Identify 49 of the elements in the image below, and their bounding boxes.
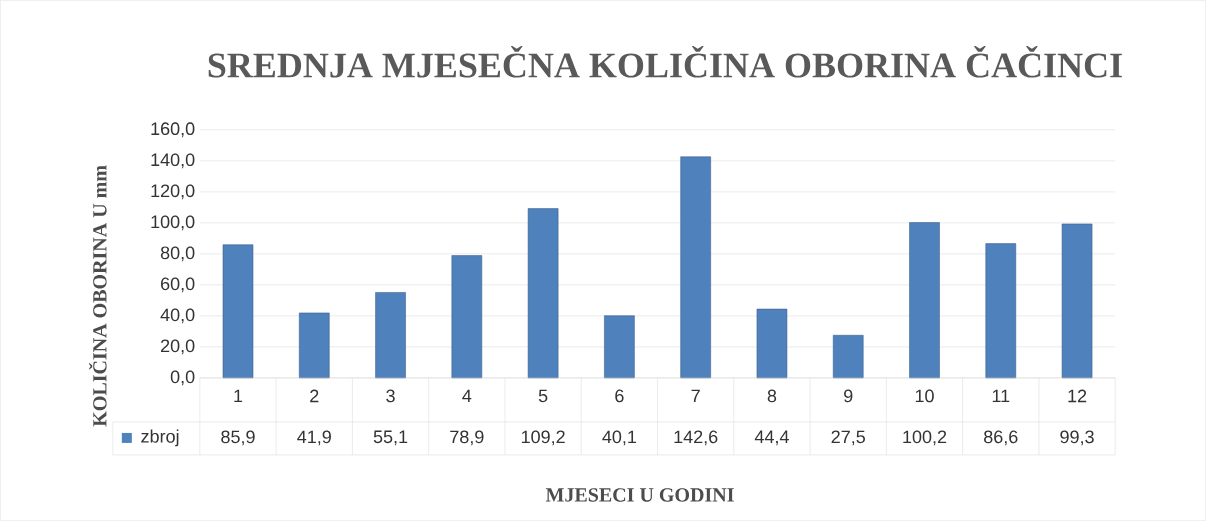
data-label: 41,9 <box>297 430 331 446</box>
data-label: 44,4 <box>754 430 789 446</box>
x-tick-label: 10 <box>915 389 934 403</box>
bar <box>756 308 788 379</box>
y-axis-title: KOLIČINA OBORINA U mm <box>89 165 107 427</box>
data-label: 55,1 <box>373 430 408 446</box>
data-label: 109,2 <box>521 430 565 446</box>
x-tick-label: 12 <box>1068 389 1087 403</box>
bar <box>299 312 330 379</box>
y-tick-label: 80,0 <box>160 246 195 262</box>
y-tick-label: 60,0 <box>161 277 195 293</box>
x-tick-label: 8 <box>767 389 777 403</box>
bar <box>680 156 711 379</box>
data-label: 142,6 <box>674 430 718 446</box>
bar <box>451 255 483 379</box>
bar <box>1061 223 1093 379</box>
bar <box>832 335 864 379</box>
x-tick-label: 2 <box>310 389 319 403</box>
bar <box>375 292 406 379</box>
x-tick-label: 5 <box>538 389 548 403</box>
data-label: 86,6 <box>984 430 1018 446</box>
x-tick-label: 9 <box>844 389 853 403</box>
data-label: 27,5 <box>831 430 865 446</box>
data-label: 78,9 <box>450 430 484 446</box>
data-label: 100,2 <box>903 430 947 446</box>
x-axis-title: MJESECI U GODINI <box>545 488 734 502</box>
bar <box>985 243 1017 379</box>
data-label: 85,9 <box>221 430 255 446</box>
legend-label: zbroj <box>141 429 179 447</box>
y-tick-label: 120,0 <box>151 184 195 200</box>
y-tick-label: 40,0 <box>160 308 195 324</box>
y-tick-label: 0,0 <box>170 370 195 386</box>
x-tick-label: 1 <box>234 389 243 403</box>
y-tick-label: 20,0 <box>161 339 195 355</box>
bar <box>604 315 635 379</box>
bar <box>909 222 940 379</box>
y-tick-label: 160,0 <box>151 122 195 138</box>
x-tick-label: 6 <box>615 389 624 403</box>
y-tick-label: 140,0 <box>151 153 195 169</box>
y-tick-label: 100,0 <box>151 215 195 231</box>
data-label: 99,3 <box>1060 430 1094 446</box>
bar <box>222 244 254 379</box>
x-tick-label: 7 <box>691 389 700 403</box>
data-label: 40,1 <box>602 430 637 446</box>
x-tick-label: 4 <box>462 389 472 403</box>
x-tick-label: 11 <box>992 389 1010 403</box>
chart-title: SREDNJA MJESEČNA KOLIČINA OBORINA ČAČINCI <box>208 46 1122 78</box>
bar <box>527 208 559 379</box>
x-tick-label: 3 <box>386 389 395 403</box>
